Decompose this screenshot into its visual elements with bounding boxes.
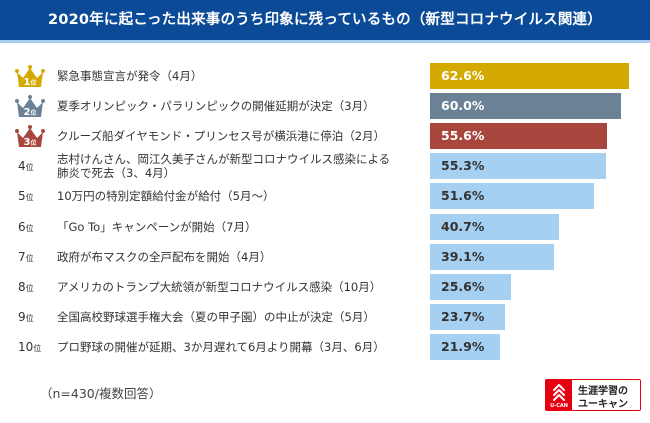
category-label: 全国高校野球選手権大会（夏の甲子園）の中止が決定（5月） <box>57 304 375 330</box>
category-label: 志村けんさん、岡江久美子さんが新型コロナウイルス感染による 肺炎で死去（3、4月） <box>57 152 390 180</box>
rank-label: 9位 <box>18 304 34 330</box>
rank-suffix: 位 <box>25 163 34 173</box>
rank-number: 8 <box>18 279 26 294</box>
category-label-line: クルーズ船ダイヤモンド・プリンセス号が横浜港に停泊（2月） <box>57 129 386 144</box>
bar-value-label: 40.7% <box>441 218 485 234</box>
bar-value-label: 60.0% <box>441 98 485 114</box>
rank-number: 5 <box>18 189 26 204</box>
category-label-line: 10万円の特別定額給付金が給付（5月～） <box>57 189 275 204</box>
bar: 62.6% <box>430 63 629 89</box>
chart-row: 10位 プロ野球の開催が延期、3か月遅れて6月より開幕（3月、6月） 21.9% <box>0 333 650 360</box>
category-label: 緊急事態宣言が発令（4月） <box>57 63 202 89</box>
chart-row: 4位 志村けんさん、岡江久美子さんが新型コロナウイルス感染による 肺炎で死去（3、4… <box>0 152 650 180</box>
crown-rank-1-icon: 1位 <box>14 63 46 89</box>
rank-label: 5位 <box>18 183 34 209</box>
rank-suffix: 位 <box>25 193 34 203</box>
rank-suffix: 位 <box>25 223 34 233</box>
chart-row: 1位 緊急事態宣言が発令（4月） 62.6% <box>0 63 650 89</box>
category-label: アメリカのトランプ大統領が新型コロナウイルス感染（10月） <box>57 274 381 300</box>
bar-value-label: 21.9% <box>441 338 485 354</box>
chart-row: 8位 アメリカのトランプ大統領が新型コロナウイルス感染（10月） 25.6% <box>0 273 650 300</box>
sample-size-note: （n=430/複数回答） <box>40 386 162 401</box>
chart-header: 2020年に起こった出来事のうち印象に残っているもの（新型コロナウイルス関連） <box>0 0 650 43</box>
logo-text-line1: 生涯学習の <box>578 386 628 397</box>
category-label: 夏季オリンピック・パラリンピックの開催延期が決定（3月） <box>57 93 375 119</box>
bar: 40.7% <box>430 213 560 240</box>
ucan-logo-icon: U-CAN <box>546 380 572 410</box>
category-label-line: プロ野球の開催が延期、3か月遅れて6月より開幕（3月、6月） <box>57 339 385 354</box>
svg-text:1位: 1位 <box>24 77 37 88</box>
rank-number: 10 <box>18 339 34 354</box>
rank-suffix: 位 <box>25 313 34 323</box>
svg-text:2位: 2位 <box>24 107 37 118</box>
rank-label: 6位 <box>18 214 34 240</box>
svg-text:3位: 3位 <box>24 137 37 148</box>
category-label: 10万円の特別定額給付金が給付（5月～） <box>57 183 274 209</box>
bar-value-label: 23.7% <box>441 308 485 324</box>
bar-value-label: 25.6% <box>441 278 485 294</box>
logo-text-line2: ユーキャン <box>578 399 628 410</box>
category-label-line: 緊急事態宣言が発令（4月） <box>57 69 203 83</box>
category-label: 政府が布マスクの全戸配布を開始（4月） <box>57 244 271 270</box>
bar-value-label: 62.6% <box>441 68 485 83</box>
category-label-line: アメリカのトランプ大統領が新型コロナウイルス感染（10月） <box>57 279 382 294</box>
chart-row: 3位 クルーズ船ダイヤモンド・プリンセス号が横浜港に停泊（2月） 55.6% <box>0 123 650 150</box>
rank-label: 10位 <box>18 334 41 360</box>
bar: 39.1% <box>430 243 555 270</box>
rank-number: 6 <box>18 219 26 234</box>
bar: 23.7% <box>430 303 506 330</box>
chart-row: 6位 「Go To」キャンペーンが開始（7月） 40.7% <box>0 213 650 240</box>
bar-value-label: 55.6% <box>441 128 485 144</box>
rank-number: 4 <box>18 159 26 174</box>
chart-title: 2020年に起こった出来事のうち印象に残っているもの（新型コロナウイルス関連） <box>48 12 602 28</box>
bar: 21.9% <box>430 333 500 360</box>
bar-value-label: 39.1% <box>441 248 485 264</box>
chart-row: 5位 10万円の特別定額給付金が給付（5月～） 51.6% <box>0 183 650 210</box>
rank-suffix: 位 <box>25 253 34 263</box>
category-label: プロ野球の開催が延期、3か月遅れて6月より開幕（3月、6月） <box>57 334 385 360</box>
chart-row: 2位 夏季オリンピック・パラリンピックの開催延期が決定（3月） 60.0% <box>0 93 650 120</box>
bar-value-label: 51.6% <box>441 188 485 204</box>
category-label: クルーズ船ダイヤモンド・プリンセス号が横浜港に停泊（2月） <box>57 123 385 149</box>
category-label-line: 政府が布マスクの全戸配布を開始（4月） <box>57 249 272 264</box>
crown-rank-2-icon: 2位 <box>14 93 46 119</box>
category-label-line: 肺炎で死去（3、4月） <box>57 166 176 181</box>
bar: 25.6% <box>430 273 512 300</box>
ucan-logo: U-CAN 生涯学習の ユーキャン <box>545 379 641 411</box>
rank-suffix: 位 <box>33 343 42 353</box>
bar: 55.3% <box>430 153 606 180</box>
bar: 51.6% <box>430 183 595 210</box>
category-label-line: 夏季オリンピック・パラリンピックの開催延期が決定（3月） <box>57 99 375 114</box>
ucan-mark-text: U-CAN <box>550 403 568 409</box>
rank-label: 8位 <box>18 274 34 300</box>
category-label: 「Go To」キャンペーンが開始（7月） <box>57 214 256 240</box>
bar: 60.0% <box>430 93 621 120</box>
rank-label: 4位 <box>18 153 34 179</box>
rank-number: 9 <box>18 309 26 324</box>
chart-row: 7位 政府が布マスクの全戸配布を開始（4月） 39.1% <box>0 243 650 270</box>
chart-row: 9位 全国高校野球選手権大会（夏の甲子園）の中止が決定（5月） 23.7% <box>0 303 650 330</box>
rank-label: 7位 <box>18 244 34 270</box>
bar: 55.6% <box>430 123 607 150</box>
category-label-line: 全国高校野球選手権大会（夏の甲子園）の中止が決定（5月） <box>57 309 375 324</box>
crown-rank-3-icon: 3位 <box>14 123 46 149</box>
bar-value-label: 55.3% <box>441 158 485 174</box>
rank-suffix: 位 <box>25 283 34 293</box>
category-label-line: 志村けんさん、岡江久美子さんが新型コロナウイルス感染による <box>57 152 391 167</box>
rank-number: 7 <box>18 249 26 264</box>
category-label-line: 「Go To」キャンペーンが開始（7月） <box>57 219 257 234</box>
